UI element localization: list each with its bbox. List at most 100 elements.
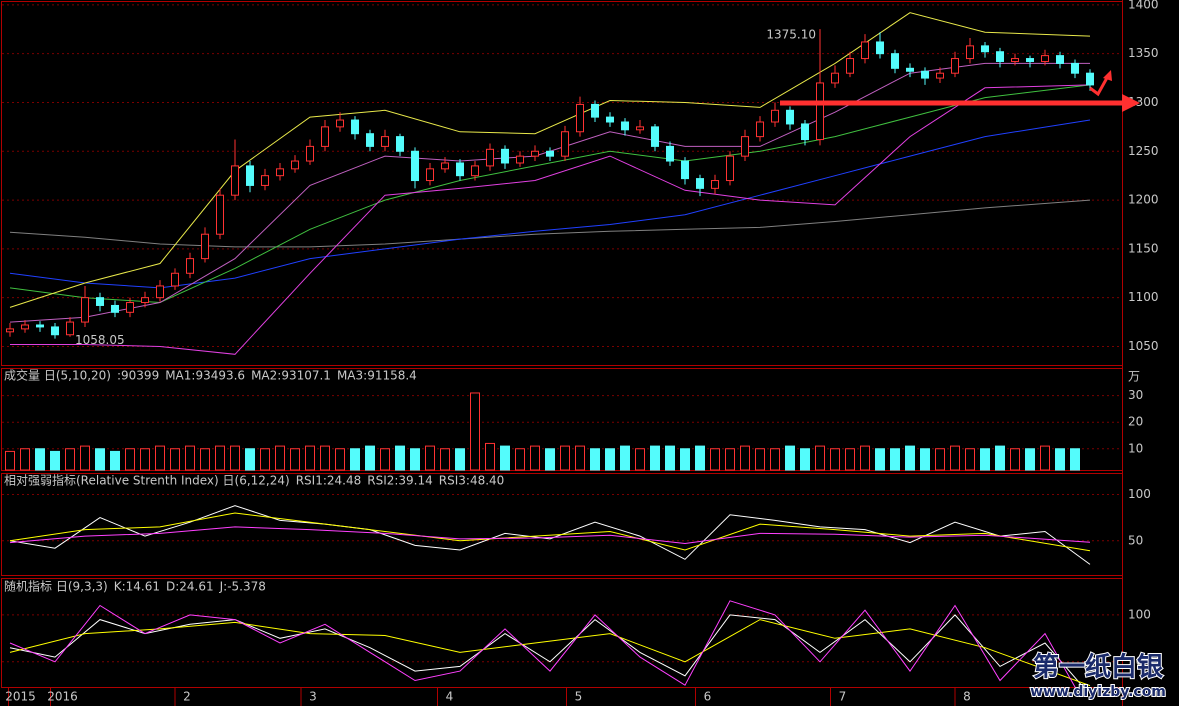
x-tick-label: 5 [575, 690, 583, 704]
volume-bar [290, 448, 300, 471]
candle-body [996, 51, 1004, 62]
volume-bar [410, 448, 420, 471]
candle-body [126, 302, 134, 313]
candle-body [876, 41, 884, 55]
legend-entry: MA1:93493.6 [165, 369, 245, 383]
indicator-line [9, 526, 1091, 545]
watermark-url: www.diyizby.com [1030, 684, 1166, 700]
y-tick-label: 20 [1128, 415, 1143, 429]
candle-body [771, 109, 779, 123]
panel-title: 随机指标 日(9,3,3) [4, 579, 108, 594]
indicator-line [9, 512, 1091, 552]
volume-bar [110, 450, 120, 471]
volume-bar [890, 448, 900, 471]
x-tick-label: 2015 [5, 690, 36, 704]
candle-body [456, 162, 464, 177]
indicator-line [9, 199, 1091, 248]
candle-body [726, 155, 734, 182]
volume-bar [695, 445, 705, 471]
volume-bar [620, 445, 630, 471]
candle-body [501, 148, 509, 164]
volume-bar [590, 448, 600, 471]
volume-bar [965, 448, 975, 471]
legend-entry: K:14.61 [114, 580, 160, 594]
y-tick-label: 50 [1128, 654, 1143, 668]
volume-bar [710, 448, 720, 471]
volume-bar [755, 448, 765, 471]
y-tick-label: 100 [1128, 607, 1151, 621]
candle-body [1026, 58, 1034, 62]
volume-bar [665, 445, 675, 471]
volume-bar [515, 448, 525, 471]
panel-title: 成交量 日(5,10,20) [4, 368, 111, 383]
candle-body [156, 285, 164, 299]
candle-body [621, 121, 629, 131]
candle-body [396, 136, 404, 152]
volume-bar [500, 445, 510, 471]
volume-bar [140, 448, 150, 471]
candle-body [96, 297, 104, 306]
volume-bar [80, 445, 90, 471]
volume-bar [1010, 448, 1020, 471]
candle-body [801, 123, 809, 141]
y-tick-label: 1050 [1128, 339, 1159, 353]
candle-body [576, 103, 584, 133]
volume-bar [380, 448, 390, 471]
volume-bar [785, 445, 795, 471]
volume-bar [920, 448, 930, 471]
unit-label: 万 [1128, 370, 1140, 384]
volume-bar [980, 448, 990, 471]
candle-body [756, 121, 764, 138]
volume-bar [50, 450, 60, 471]
volume-bar [440, 448, 450, 471]
volume-bar [455, 448, 465, 471]
candle-body [111, 304, 119, 313]
indicator-line [9, 505, 1091, 565]
volume-bar [245, 448, 255, 471]
candle-body [51, 326, 59, 336]
y-tick-label: 10 [1128, 441, 1143, 455]
volume-bar [5, 450, 15, 471]
volume-bar [740, 445, 750, 471]
candle-body [546, 150, 554, 157]
volume-bar [935, 448, 945, 471]
volume-bar [215, 445, 225, 471]
volume-bar [635, 448, 645, 471]
candle-body [261, 175, 269, 186]
volume-bar [185, 445, 195, 471]
candle-body [816, 82, 824, 141]
candle-body [861, 41, 869, 60]
volume-bar [1055, 448, 1065, 471]
legend-entry: D:24.61 [166, 580, 214, 594]
volume-bar [680, 448, 690, 471]
candle-body [1041, 55, 1049, 62]
volume-bar [305, 445, 315, 471]
candle-body [216, 194, 224, 235]
candle-body [606, 116, 614, 123]
indicator-line [9, 12, 1091, 308]
candle-body [306, 145, 314, 162]
x-tick-label: 8 [963, 690, 971, 704]
candle-body [906, 67, 914, 72]
volume-bar [125, 448, 135, 471]
volume-bar [230, 445, 240, 471]
legend-entry: :90399 [117, 369, 159, 383]
candle-body [381, 136, 389, 147]
volume-bar [425, 445, 435, 471]
candle-body [891, 53, 899, 69]
candle-body [846, 58, 854, 74]
volume-bar [995, 445, 1005, 471]
volume-bar [575, 445, 585, 471]
volume-bar [35, 448, 45, 471]
volume-bar [155, 445, 165, 471]
x-tick-label: 2 [183, 690, 191, 704]
indicator-line [9, 600, 1077, 688]
volume-bar [485, 442, 495, 471]
max-annotation: 1375.10 [766, 28, 816, 42]
candle-body [6, 328, 14, 333]
kdj-plot [2, 600, 1122, 688]
y-tick-label: 1100 [1128, 290, 1159, 304]
